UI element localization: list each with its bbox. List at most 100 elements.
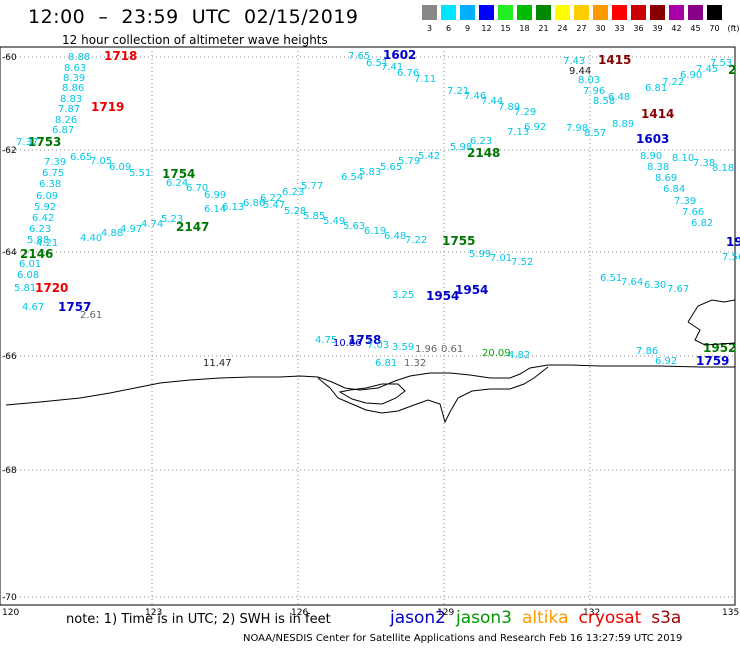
- pass-number-label: 1755: [442, 234, 475, 248]
- wave-height-value: 6.19: [364, 226, 386, 237]
- wave-height-value: 6.23: [282, 187, 304, 198]
- wave-height-value: 5.98: [450, 142, 472, 153]
- scale-swatch: [441, 5, 456, 20]
- footnote: note: 1) Time is in UTC; 2) SWH is in fe…: [66, 612, 331, 627]
- wave-height-value: 4.74: [141, 219, 163, 230]
- satellite-ground-tracks: 1718 1719 1753 1754 2147 2146 1720 1757 1602 1415…: [14, 48, 740, 369]
- pass-number-label: 1754: [162, 167, 195, 181]
- mission-legend: jason2 jason3 altika cryosat s3a: [390, 608, 691, 628]
- wave-height-value: 5.83: [359, 167, 381, 178]
- wave-height-value: 8.26: [55, 115, 77, 126]
- legend-altika: altika: [522, 608, 569, 628]
- scale-swatch: [707, 5, 722, 20]
- wave-height-value: 0.61: [441, 344, 463, 355]
- scale-swatch: [555, 5, 570, 20]
- pass-number-label: 1603: [636, 132, 669, 146]
- latitude-label: -62: [2, 146, 17, 156]
- wave-height-value: 7.05: [90, 156, 112, 167]
- wave-height-value: 20.09: [482, 348, 511, 359]
- scale-swatch: [688, 5, 703, 20]
- wave-height-value: 6.48: [608, 92, 630, 103]
- wave-height-value: 6.84: [663, 184, 685, 195]
- scale-label: 30: [595, 24, 606, 33]
- wave-height-value: 5.47: [263, 200, 285, 211]
- wave-height-value: 4.40: [80, 233, 102, 244]
- wave-height-value: 6.76: [397, 68, 419, 79]
- map-frame: [0, 46, 736, 606]
- wave-height-value: 6.08: [17, 270, 39, 281]
- wave-height-value: 6.01: [19, 259, 41, 270]
- map-graticule: [0, 47, 735, 605]
- wave-height-value: 8.57: [584, 128, 606, 139]
- wave-height-value: 4.97: [120, 224, 142, 235]
- pass-number-label: 2147: [176, 220, 209, 234]
- wave-height-value: 9.44: [569, 66, 591, 77]
- wave-height-value: 6.87: [52, 125, 74, 136]
- wave-height-value: 4.75: [315, 335, 337, 346]
- scale-swatch: [422, 5, 437, 20]
- wave-height-value: 6.30: [644, 280, 666, 291]
- wave-height-value: 7.46: [464, 91, 486, 102]
- scale-label: 39: [652, 24, 663, 33]
- wave-height-value: 6.92: [655, 356, 677, 367]
- wave-height-value: 6.82: [691, 218, 713, 229]
- longitude-label: 129: [437, 608, 454, 618]
- wave-height-value: 2.61: [80, 310, 102, 321]
- pass-number-label: 1720: [35, 281, 68, 295]
- scale-label: 24: [557, 24, 568, 33]
- legend-jason3: jason3: [456, 608, 512, 628]
- scale-label: 18: [519, 24, 530, 33]
- wave-height-value: 7.39: [674, 196, 696, 207]
- pass-number-label: 1954: [426, 289, 459, 303]
- wave-height-value: 5.42: [418, 151, 440, 162]
- wave-height-value: 6.23: [29, 224, 51, 235]
- wave-height-value: 7.22: [662, 77, 684, 88]
- longitude-label: 123: [145, 608, 162, 618]
- wave-height-value: 8.38: [647, 162, 669, 173]
- wave-height-value: 6.86: [243, 198, 265, 209]
- wave-height-value: 8.63: [64, 63, 86, 74]
- pass-number-label: 1753: [28, 135, 61, 149]
- wave-height-value: 5.88: [27, 235, 49, 246]
- wave-height-value: 6.09: [36, 191, 58, 202]
- scale-swatch: [650, 5, 665, 20]
- longitude-label: 126: [291, 608, 308, 618]
- wave-height-value: 10.86: [333, 338, 362, 349]
- scale-swatch: [460, 5, 475, 20]
- wave-height-value: 7.38: [693, 158, 715, 169]
- wave-height-value: 6.23: [470, 136, 492, 147]
- wave-height-value: 7.13: [507, 127, 529, 138]
- wave-height-value: 7.56: [722, 252, 740, 263]
- wave-height-value: 5.23: [161, 214, 183, 225]
- scale-swatch: [612, 5, 627, 20]
- wave-height-value: 7.45: [696, 64, 718, 75]
- longitude-label: 120: [2, 608, 19, 618]
- pass-number-label: 1602: [383, 48, 416, 62]
- scale-label: 15: [500, 24, 511, 33]
- wave-height-value: 5.49: [323, 216, 345, 227]
- longitude-label: 132: [583, 608, 600, 618]
- wave-height-value: 5.77: [301, 181, 323, 192]
- scale-label: 45: [690, 24, 701, 33]
- wave-height-value: 7.87: [58, 104, 80, 115]
- wave-height-value: 7.43: [563, 56, 585, 67]
- wave-height-value: 7.21: [447, 86, 469, 97]
- wave-height-value: 7.53: [710, 58, 732, 69]
- latitude-label: -68: [2, 466, 17, 476]
- wave-height-value: 6.70: [186, 183, 208, 194]
- wave-height-value: 5.81: [14, 283, 36, 294]
- credit-line: NOAA/NESDIS Center for Satellite Applica…: [243, 633, 683, 644]
- wave-height-value: 3.25: [392, 290, 414, 301]
- pass-number-label: 2: [728, 63, 736, 77]
- scale-label: 42: [671, 24, 682, 33]
- scale-label: 36: [633, 24, 644, 33]
- scale-swatch: [536, 5, 551, 20]
- wave-height-value: 8.83: [60, 94, 82, 105]
- wave-height-value: 5.51: [129, 168, 151, 179]
- wave-height-value: 1.32: [404, 358, 426, 369]
- pass-number-label: 1414: [641, 107, 674, 121]
- wave-height-value: 7.37: [16, 137, 38, 148]
- wave-height-value: 4.67: [22, 302, 44, 313]
- wave-height-value: 6.81: [645, 83, 667, 94]
